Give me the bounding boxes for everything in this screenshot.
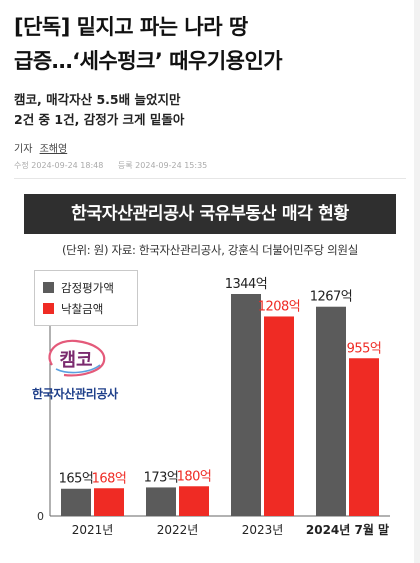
- legend-swatch-winning-bid: [43, 303, 54, 314]
- subtitle: 캠코, 매각자산 5.5배 늘었지만 2건 중 1건, 감정가 크게 밑돌아: [14, 90, 404, 130]
- byline-label: 기자: [14, 144, 33, 155]
- data-label: 173억: [144, 470, 179, 485]
- subtitle-line-2: 2건 중 1건, 감정가 크게 밑돌아: [14, 112, 185, 127]
- legend-swatch-appraisal: [43, 282, 54, 293]
- chart-source: (단위: 원) 자료: 한국자산관리공사, 강훈식 더불어민주당 의원실: [61, 243, 358, 257]
- kamco-logo: 캠코 한국자산관리공사: [30, 335, 150, 405]
- modified-date: 수정 2024-09-24 18:48: [14, 161, 104, 170]
- article-dates: 수정 2024-09-24 18:48 등록 2024-09-24 15:35: [14, 160, 219, 171]
- data-label: 180억: [177, 469, 212, 484]
- chart-title: 한국자산관리공사 국유부동산 매각 현황: [24, 194, 396, 234]
- data-label: 165억: [59, 472, 94, 487]
- headline-line-1: [단독] 밑지고 파는 나라 땅: [14, 15, 248, 39]
- data-label: 1208억: [258, 299, 301, 314]
- x-tick-label: 2022년: [157, 523, 199, 537]
- scroll-edge: [414, 0, 420, 563]
- legend-item-appraisal: 감정평가액: [43, 277, 129, 298]
- bar: [94, 488, 124, 516]
- data-label: 1267억: [310, 290, 353, 305]
- headline-line-2: 급증…‘세수펑크’ 때우기용인가: [14, 49, 283, 73]
- data-label: 955억: [347, 341, 382, 356]
- legend-label-winning-bid: 낙찰금액: [61, 301, 104, 316]
- kamco-logo-mark-text: 캠코: [59, 350, 92, 371]
- kamco-logo-mark: 캠코: [48, 339, 106, 377]
- data-label: 1344억: [225, 277, 268, 292]
- x-tick-label: 2021년: [72, 523, 114, 537]
- divider: [14, 178, 406, 179]
- bar: [179, 486, 209, 516]
- data-label: 168억: [92, 471, 127, 486]
- bar: [61, 488, 91, 516]
- headline: [단독] 밑지고 파는 나라 땅 급증…‘세수펑크’ 때우기용인가: [14, 10, 404, 78]
- y-tick-label: 0: [37, 510, 44, 523]
- bar: [316, 306, 346, 516]
- bar: [349, 358, 379, 516]
- x-tick-label: 2023년: [242, 523, 284, 537]
- bar: [146, 487, 176, 516]
- bar: [264, 316, 294, 516]
- chart-infographic: 한국자산관리공사 국유부동산 매각 현황 (단위: 원) 자료: 한국자산관리공…: [24, 194, 396, 556]
- registered-date: 등록 2024-09-24 15:35: [117, 161, 208, 170]
- byline: 기자 조해영: [14, 140, 67, 155]
- x-tick-label: 2024년 7월 말: [306, 522, 389, 537]
- reporter-link[interactable]: 조해영: [39, 144, 68, 155]
- legend-label-appraisal: 감정평가액: [61, 280, 114, 295]
- legend-item-winning-bid: 낙찰금액: [43, 298, 129, 319]
- kamco-logo-name: 한국자산관리공사: [32, 387, 118, 401]
- subtitle-line-1: 캠코, 매각자산 5.5배 늘었지만: [14, 92, 181, 107]
- bar: [231, 294, 261, 516]
- chart-legend: 감정평가액 낙찰금액: [34, 270, 138, 326]
